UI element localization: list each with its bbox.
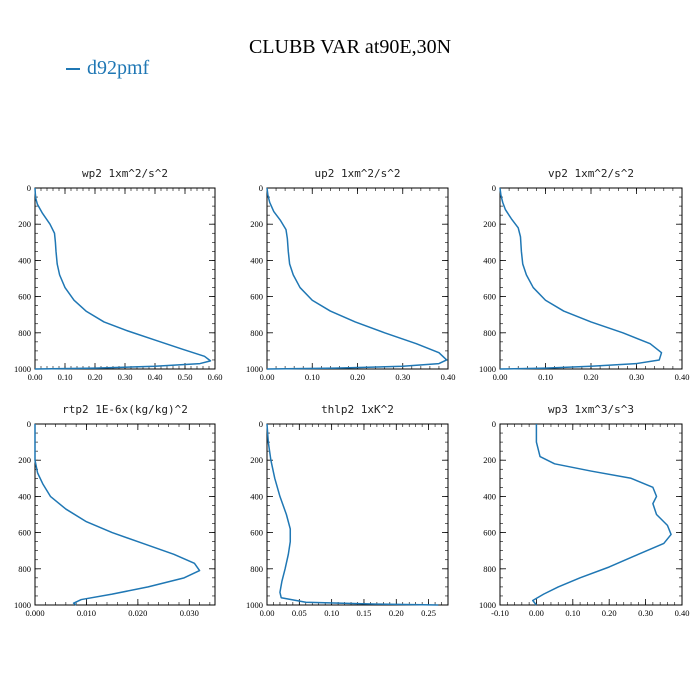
x-tick-label: 0.30 [629,372,644,382]
panel-6: wp3 1xm^3/s^3 -0.10 0.00 0.10 0.20 0.30 0.40 0 2… [479,403,689,618]
y-tick-label: 1000 [479,364,496,374]
series-line [34,424,201,606]
y-tick-label: 400 [18,255,31,265]
legend-label: d92pmf [87,57,150,79]
y-tick-label: 800 [18,328,31,338]
y-tick-label: 200 [18,219,31,229]
y-tick-label: 400 [250,491,263,501]
x-tick-label: 0.20 [389,608,404,618]
y-tick-label: 0 [492,183,496,193]
x-tick-label: 0.25 [421,608,436,618]
y-tick-label: 0 [259,419,263,429]
y-tick-label: 200 [18,455,31,465]
panel-title: wp2 1xm^2/s^2 [82,167,168,180]
x-tick-label: 0.15 [357,608,372,618]
y-tick-label: 600 [18,292,31,302]
x-tick-label: 0.60 [208,372,223,382]
x-tick-label: -0.10 [491,608,509,618]
y-tick-label: 800 [483,564,496,574]
series-line [34,187,212,370]
y-tick-label: 800 [250,564,263,574]
x-tick-label: 0.10 [538,372,553,382]
x-tick-label: 0.40 [148,372,163,382]
x-tick-label: 0.40 [441,372,456,382]
x-tick-label: 0.30 [118,372,133,382]
plot-frame [34,187,216,370]
panel-4: rtp2 1E-6x(kg/kg)^2 0.000 0.010 0.020 0.030 0… [14,403,216,618]
series-line [532,424,672,606]
x-tick-label: 0.00 [260,608,275,618]
x-tick-label: 0.30 [395,372,410,382]
x-tick-label: 0.20 [88,372,103,382]
x-tick-label: 0.10 [565,608,580,618]
y-tick-label: 0 [259,183,263,193]
x-tick-label: 0.00 [260,372,275,382]
y-tick-label: 600 [250,528,263,538]
panel-title: vp2 1xm^2/s^2 [548,167,634,180]
legend-line-swatch [66,67,80,70]
y-tick-label: 800 [18,564,31,574]
x-tick-label: 0.00 [529,608,544,618]
plot-frame [499,187,683,370]
x-tick-label: 0.00 [493,372,508,382]
x-tick-label: 0.20 [350,372,365,382]
x-tick-label: 0.10 [305,372,320,382]
x-tick-label: 0.00 [28,372,43,382]
x-tick-label: 0.30 [638,608,653,618]
y-tick-label: 400 [483,491,496,501]
y-tick-label: 1000 [479,600,496,610]
y-tick-label: 1000 [14,600,31,610]
legend: d92pmf [66,57,149,80]
y-tick-label: 400 [18,491,31,501]
panel-2: up2 1xm^2/s^2 0.00 0.10 0.20 0.30 0.40 0 200 400… [246,167,455,382]
panel-title: up2 1xm^2/s^2 [314,167,400,180]
panel-3: vp2 1xm^2/s^2 0.00 0.10 0.20 0.30 0.40 0 200 400… [479,167,689,382]
y-tick-label: 0 [27,183,31,193]
y-tick-label: 600 [250,292,263,302]
x-tick-label: 0.10 [324,608,339,618]
y-tick-label: 600 [483,292,496,302]
series-line [266,187,448,370]
y-tick-label: 400 [250,255,263,265]
x-tick-label: 0.05 [292,608,307,618]
panel-title: rtp2 1E-6x(kg/kg)^2 [62,403,188,416]
y-tick-label: 1000 [246,364,263,374]
y-tick-label: 200 [483,219,496,229]
plot-frame [266,423,449,606]
y-tick-label: 200 [250,455,263,465]
x-tick-label: 0.40 [675,372,690,382]
y-tick-label: 1000 [246,600,263,610]
x-tick-label: 0.030 [180,608,199,618]
panel-1: wp2 1xm^2/s^2 0.00 0.10 0.20 0.30 0.40 0.50 0.6… [14,167,222,382]
plot-frame [34,423,216,606]
y-tick-label: 400 [483,255,496,265]
series-line [499,187,663,370]
panel-title: wp3 1xm^3/s^3 [548,403,634,416]
y-tick-label: 600 [18,528,31,538]
y-tick-label: 200 [483,455,496,465]
x-tick-label: 0.40 [675,608,690,618]
y-tick-label: 200 [250,219,263,229]
x-tick-label: 0.20 [602,608,617,618]
x-tick-label: 0.50 [178,372,193,382]
series-line [266,423,439,606]
y-tick-label: 1000 [14,364,31,374]
plot-frame [266,187,449,370]
y-tick-label: 0 [492,419,496,429]
y-tick-label: 600 [483,528,496,538]
y-tick-label: 800 [250,328,263,338]
x-tick-label: 0.20 [584,372,599,382]
x-tick-label: 0.000 [25,608,44,618]
x-tick-label: 0.020 [128,608,147,618]
panel-title: thlp2 1xK^2 [321,403,394,416]
x-tick-label: 0.010 [77,608,96,618]
chart-title: CLUBB VAR at90E,30N [248,36,452,58]
y-tick-label: 0 [27,419,31,429]
y-tick-label: 800 [483,328,496,338]
x-tick-label: 0.10 [58,372,73,382]
panel-5: thlp2 1xK^2 0.00 0.05 0.10 0.15 0.20 0.25 0 200 4… [246,403,449,618]
plot-frame [499,423,683,606]
